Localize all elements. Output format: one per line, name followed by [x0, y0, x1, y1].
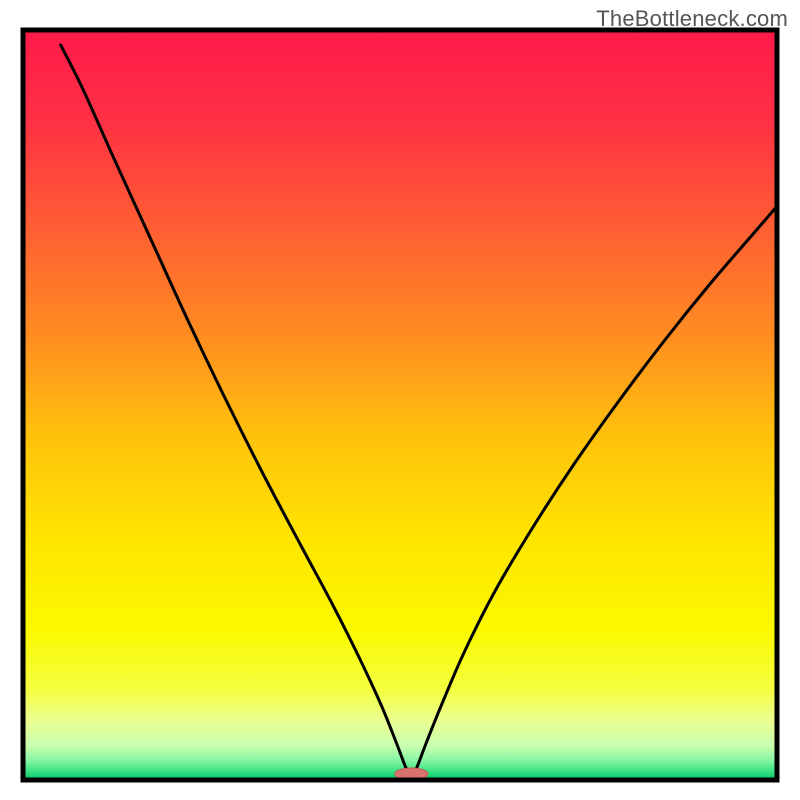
chart-background	[23, 30, 777, 780]
watermark-text: TheBottleneck.com	[596, 6, 788, 32]
bottleneck-chart	[0, 0, 800, 800]
chart-container: TheBottleneck.com	[0, 0, 800, 800]
